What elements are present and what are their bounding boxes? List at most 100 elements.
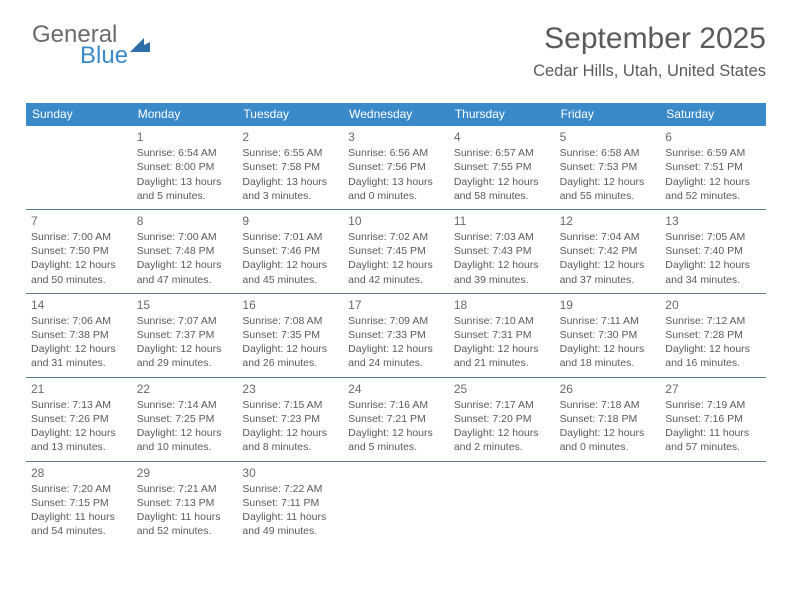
day-number: 1 [137, 129, 233, 145]
day-number: 24 [348, 381, 444, 397]
calendar-cell: 15Sunrise: 7:07 AMSunset: 7:37 PMDayligh… [132, 294, 238, 377]
day-number: 13 [665, 213, 761, 229]
day-number: 29 [137, 465, 233, 481]
day-header: Sunday [26, 103, 132, 126]
calendar-cell: 2Sunrise: 6:55 AMSunset: 7:58 PMDaylight… [237, 126, 343, 209]
sunrise-text: Sunrise: 7:13 AM [31, 398, 127, 412]
daylight-text: Daylight: 12 hours and 52 minutes. [665, 175, 761, 203]
sunrise-text: Sunrise: 7:20 AM [31, 482, 127, 496]
calendar-cell: 30Sunrise: 7:22 AMSunset: 7:11 PMDayligh… [237, 462, 343, 545]
calendar-cell: 13Sunrise: 7:05 AMSunset: 7:40 PMDayligh… [660, 210, 766, 293]
daylight-text: Daylight: 11 hours and 54 minutes. [31, 510, 127, 538]
calendar: SundayMondayTuesdayWednesdayThursdayFrid… [26, 103, 766, 544]
calendar-cell: 11Sunrise: 7:03 AMSunset: 7:43 PMDayligh… [449, 210, 555, 293]
day-number: 21 [31, 381, 127, 397]
sunset-text: Sunset: 7:45 PM [348, 244, 444, 258]
daylight-text: Daylight: 12 hours and 5 minutes. [348, 426, 444, 454]
sunrise-text: Sunrise: 7:12 AM [665, 314, 761, 328]
page-title: September 2025 [533, 22, 766, 56]
sunset-text: Sunset: 7:33 PM [348, 328, 444, 342]
sunrise-text: Sunrise: 6:57 AM [454, 146, 550, 160]
sunset-text: Sunset: 7:55 PM [454, 160, 550, 174]
sunset-text: Sunset: 7:48 PM [137, 244, 233, 258]
daylight-text: Daylight: 13 hours and 5 minutes. [137, 175, 233, 203]
calendar-cell: 27Sunrise: 7:19 AMSunset: 7:16 PMDayligh… [660, 378, 766, 461]
sunrise-text: Sunrise: 7:07 AM [137, 314, 233, 328]
day-header: Monday [132, 103, 238, 126]
sunset-text: Sunset: 7:31 PM [454, 328, 550, 342]
sunset-text: Sunset: 7:18 PM [560, 412, 656, 426]
logo: General Blue [32, 22, 150, 68]
daylight-text: Daylight: 12 hours and 8 minutes. [242, 426, 338, 454]
sunset-text: Sunset: 7:51 PM [665, 160, 761, 174]
calendar-cell: 24Sunrise: 7:16 AMSunset: 7:21 PMDayligh… [343, 378, 449, 461]
day-number: 9 [242, 213, 338, 229]
calendar-cell [26, 126, 132, 209]
day-number: 23 [242, 381, 338, 397]
sunrise-text: Sunrise: 7:08 AM [242, 314, 338, 328]
day-number: 19 [560, 297, 656, 313]
sunset-text: Sunset: 7:20 PM [454, 412, 550, 426]
daylight-text: Daylight: 12 hours and 29 minutes. [137, 342, 233, 370]
daylight-text: Daylight: 12 hours and 2 minutes. [454, 426, 550, 454]
calendar-cell: 21Sunrise: 7:13 AMSunset: 7:26 PMDayligh… [26, 378, 132, 461]
location: Cedar Hills, Utah, United States [533, 62, 766, 81]
sunrise-text: Sunrise: 7:09 AM [348, 314, 444, 328]
sunrise-text: Sunrise: 6:56 AM [348, 146, 444, 160]
sunrise-text: Sunrise: 7:02 AM [348, 230, 444, 244]
sunset-text: Sunset: 7:35 PM [242, 328, 338, 342]
daylight-text: Daylight: 11 hours and 57 minutes. [665, 426, 761, 454]
day-number: 20 [665, 297, 761, 313]
day-number: 10 [348, 213, 444, 229]
daylight-text: Daylight: 12 hours and 0 minutes. [560, 426, 656, 454]
daylight-text: Daylight: 12 hours and 37 minutes. [560, 258, 656, 286]
calendar-cell: 6Sunrise: 6:59 AMSunset: 7:51 PMDaylight… [660, 126, 766, 209]
day-header: Tuesday [237, 103, 343, 126]
day-number: 3 [348, 129, 444, 145]
sunrise-text: Sunrise: 7:17 AM [454, 398, 550, 412]
week-row: 28Sunrise: 7:20 AMSunset: 7:15 PMDayligh… [26, 462, 766, 545]
calendar-cell: 20Sunrise: 7:12 AMSunset: 7:28 PMDayligh… [660, 294, 766, 377]
daylight-text: Daylight: 12 hours and 42 minutes. [348, 258, 444, 286]
sunrise-text: Sunrise: 7:14 AM [137, 398, 233, 412]
week-row: 1Sunrise: 6:54 AMSunset: 8:00 PMDaylight… [26, 126, 766, 210]
sunset-text: Sunset: 7:26 PM [31, 412, 127, 426]
sunrise-text: Sunrise: 7:21 AM [137, 482, 233, 496]
sunrise-text: Sunrise: 7:18 AM [560, 398, 656, 412]
daylight-text: Daylight: 12 hours and 55 minutes. [560, 175, 656, 203]
sunrise-text: Sunrise: 6:59 AM [665, 146, 761, 160]
daylight-text: Daylight: 12 hours and 10 minutes. [137, 426, 233, 454]
daylight-text: Daylight: 11 hours and 52 minutes. [137, 510, 233, 538]
week-row: 7Sunrise: 7:00 AMSunset: 7:50 PMDaylight… [26, 210, 766, 294]
day-header: Wednesday [343, 103, 449, 126]
sunrise-text: Sunrise: 7:01 AM [242, 230, 338, 244]
daylight-text: Daylight: 13 hours and 0 minutes. [348, 175, 444, 203]
day-number: 25 [454, 381, 550, 397]
sunset-text: Sunset: 7:16 PM [665, 412, 761, 426]
sunset-text: Sunset: 7:56 PM [348, 160, 444, 174]
sunrise-text: Sunrise: 7:19 AM [665, 398, 761, 412]
sunrise-text: Sunrise: 7:11 AM [560, 314, 656, 328]
calendar-cell: 17Sunrise: 7:09 AMSunset: 7:33 PMDayligh… [343, 294, 449, 377]
calendar-cell: 3Sunrise: 6:56 AMSunset: 7:56 PMDaylight… [343, 126, 449, 209]
calendar-cell: 1Sunrise: 6:54 AMSunset: 8:00 PMDaylight… [132, 126, 238, 209]
sunset-text: Sunset: 7:53 PM [560, 160, 656, 174]
calendar-cell: 28Sunrise: 7:20 AMSunset: 7:15 PMDayligh… [26, 462, 132, 545]
daylight-text: Daylight: 12 hours and 16 minutes. [665, 342, 761, 370]
calendar-cell: 7Sunrise: 7:00 AMSunset: 7:50 PMDaylight… [26, 210, 132, 293]
sunrise-text: Sunrise: 7:00 AM [137, 230, 233, 244]
calendar-cell: 8Sunrise: 7:00 AMSunset: 7:48 PMDaylight… [132, 210, 238, 293]
logo-triangle-icon [130, 38, 150, 52]
sunrise-text: Sunrise: 6:54 AM [137, 146, 233, 160]
daylight-text: Daylight: 12 hours and 13 minutes. [31, 426, 127, 454]
header-right: September 2025 Cedar Hills, Utah, United… [533, 22, 766, 81]
daylight-text: Daylight: 12 hours and 21 minutes. [454, 342, 550, 370]
daylight-text: Daylight: 11 hours and 49 minutes. [242, 510, 338, 538]
sunset-text: Sunset: 7:11 PM [242, 496, 338, 510]
week-row: 14Sunrise: 7:06 AMSunset: 7:38 PMDayligh… [26, 294, 766, 378]
calendar-cell: 16Sunrise: 7:08 AMSunset: 7:35 PMDayligh… [237, 294, 343, 377]
sunrise-text: Sunrise: 7:04 AM [560, 230, 656, 244]
day-number: 22 [137, 381, 233, 397]
daylight-text: Daylight: 12 hours and 45 minutes. [242, 258, 338, 286]
day-number: 26 [560, 381, 656, 397]
